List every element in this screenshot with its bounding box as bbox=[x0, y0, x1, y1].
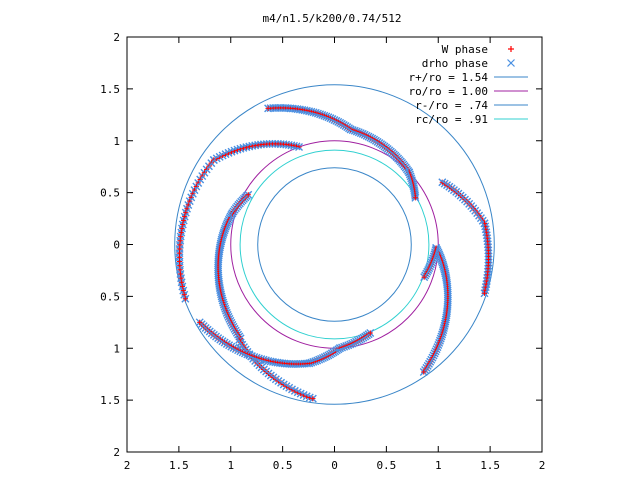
data-point bbox=[484, 255, 493, 264]
x-tick-label: 1.5 bbox=[480, 459, 500, 472]
data-point bbox=[192, 182, 201, 191]
data-point bbox=[179, 216, 188, 225]
y-tick-label: 2 bbox=[113, 31, 120, 44]
circle-3 bbox=[239, 149, 430, 340]
y-tick-label: 2 bbox=[113, 446, 120, 459]
y-tick-label: 1.5 bbox=[100, 394, 120, 407]
data-point bbox=[308, 394, 317, 403]
legend-entry: rc/ro = .91 bbox=[415, 113, 528, 126]
y-tick-label: 0 bbox=[113, 239, 120, 252]
axis-ticks: 2 1.5 1 0.5 0 0.5 1 1.5 221.510.500.511.52 bbox=[100, 31, 545, 472]
x-tick-label: 0.5 bbox=[273, 459, 293, 472]
legend-label: r+/ro = 1.54 bbox=[409, 71, 489, 84]
data-point bbox=[264, 104, 273, 113]
x-tick-label: 0.5 bbox=[376, 459, 396, 472]
data-point bbox=[484, 249, 493, 258]
y-tick-label: 0.5 bbox=[100, 290, 120, 303]
y-tick-label: 0.5 bbox=[100, 187, 120, 200]
legend-label: rc/ro = .91 bbox=[415, 113, 488, 126]
legend-label: drho phase bbox=[422, 57, 488, 70]
data-point bbox=[480, 289, 489, 298]
legend-entry: W phase bbox=[442, 43, 514, 56]
legend-entry: drho phase bbox=[422, 57, 515, 70]
x-tick-label: 1 bbox=[435, 459, 442, 472]
legend-label: ro/ro = 1.00 bbox=[409, 85, 488, 98]
data-point bbox=[181, 294, 190, 303]
circle-0 bbox=[174, 84, 495, 405]
data-point bbox=[195, 318, 204, 327]
x-tick-label: 2 bbox=[124, 459, 131, 472]
x-tick-label: 1 bbox=[227, 459, 234, 472]
reference-circles bbox=[174, 84, 495, 405]
chart-title: m4/n1.5/k200/0.74/512 bbox=[262, 12, 401, 25]
data-point bbox=[484, 243, 493, 252]
legend-entry: ro/ro = 1.00 bbox=[409, 85, 528, 98]
data-point bbox=[419, 367, 428, 376]
data-points bbox=[175, 103, 493, 403]
circle-2 bbox=[257, 167, 412, 322]
x-tick-label: 2 bbox=[539, 459, 546, 472]
x-tick-label: 1.5 bbox=[169, 459, 189, 472]
x-tick-label: 0 bbox=[331, 459, 338, 472]
data-point bbox=[366, 329, 375, 337]
data-point bbox=[244, 190, 253, 199]
y-tick-label: 1.5 bbox=[100, 83, 120, 96]
data-point bbox=[411, 193, 420, 202]
y-tick-label: 1 bbox=[113, 342, 120, 355]
data-point bbox=[420, 273, 429, 282]
legend-label: W phase bbox=[442, 43, 488, 56]
y-tick-label: 1 bbox=[113, 135, 120, 148]
legend-symbol bbox=[507, 59, 515, 67]
legend-entry: r-/ro = .74 bbox=[415, 99, 528, 112]
legend-entry: r+/ro = 1.54 bbox=[409, 71, 528, 84]
legend-label: r-/ro = .74 bbox=[415, 99, 488, 112]
